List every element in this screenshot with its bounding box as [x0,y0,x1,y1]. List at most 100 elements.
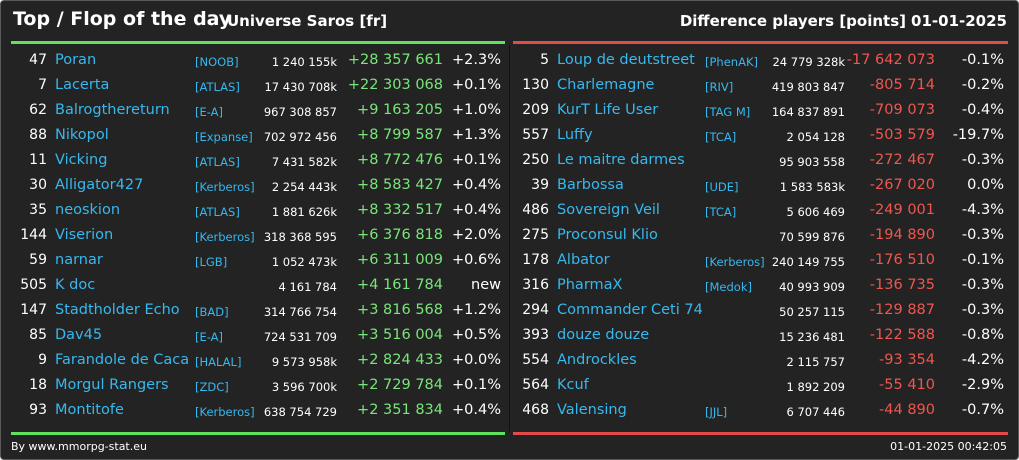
player-rank: 7 [38,77,47,93]
percent-change: +0.1% [452,77,501,93]
player-name-link[interactable]: Sovereign Veil [557,202,660,218]
points-difference: -267 020 [869,177,935,193]
alliance-tag-link[interactable]: [UDE] [705,180,739,194]
points-difference: +8 772 476 [357,152,443,168]
player-rank: 47 [29,52,47,68]
percent-change: -0.2% [961,77,1004,93]
points-difference: +8 583 427 [357,177,443,193]
player-name-link[interactable]: Loup de deutstreet [557,52,695,68]
player-name-link[interactable]: Viserion [55,227,114,243]
player-name-link[interactable]: Androckles [557,352,637,368]
player-name-link[interactable]: Vicking [55,152,108,168]
percent-change: -0.3% [961,302,1004,318]
player-name-link[interactable]: KurT Life User [557,102,659,118]
metric-label: Difference players [points] [679,12,906,30]
header: Top / Flop of the day Universe Saros [fr… [1,1,1018,41]
player-name-link[interactable]: Poran [55,52,97,68]
player-name-link[interactable]: Nikopol [55,127,109,143]
points-difference: +22 303 068 [347,77,443,93]
alliance-tag-link[interactable]: [Kerberos] [195,405,255,419]
alliance-tag-link[interactable]: [Kerberos] [195,230,255,244]
player-name-link[interactable]: Lacerta [55,77,110,93]
player-name-link[interactable]: Dav45 [55,327,103,343]
percent-change: 0.0% [967,177,1004,193]
alliance-tag-link[interactable]: [TAG M] [705,105,751,119]
alliance-tag-link[interactable]: [Kerberos] [705,255,765,269]
player-points: 638 754 729 [263,405,337,419]
player-rank: 294 [522,302,549,318]
player-name-link[interactable]: Proconsul Klio [557,227,658,243]
top-row: 93 Montitofe [Kerberos] 638 754 729 +2 351 8… [11,398,505,423]
alliance-tag-link[interactable]: [NOOB] [195,55,239,69]
alliance-tag-link[interactable]: [LGB] [195,255,228,269]
player-points: 2 254 443k [271,180,337,194]
player-name-link[interactable]: Montitofe [55,402,124,418]
alliance-tag-link[interactable]: [JJL] [705,405,728,419]
player-name-link[interactable]: Luffy [557,127,593,143]
alliance-tag-link[interactable]: [HALAL] [195,355,242,369]
alliance-tag-link[interactable]: [E-A] [195,105,224,119]
alliance-tag-link[interactable]: [TCA] [705,205,737,219]
flop-row: 486 Sovereign Veil [TCA] 5 606 469 -249 001 -… [513,198,1008,223]
player-points: 4 161 784 [278,280,337,294]
alliance-tag-link[interactable]: [E-A] [195,330,224,344]
flop-row: 130 Charlemagne [RIV] 419 803 847 -805 714 -0… [513,73,1008,98]
column-separator [509,45,510,431]
player-name-link[interactable]: Farandole de Caca [55,352,190,368]
player-name-link[interactable]: Commander Ceti 74 [557,302,703,318]
alliance-tag-link[interactable]: [ZDC] [195,380,229,394]
date-label: 01-01-2025 [911,12,1007,30]
percent-change: new [471,277,501,293]
player-points: 1 583 583k [779,180,845,194]
player-name-link[interactable]: Stadtholder Echo [55,302,180,318]
top-table: 47 Poran [NOOB] 1 240 155k +28 357 661 +2.3% 7… [11,48,505,423]
player-points: 2 054 128 [786,130,845,144]
source-link[interactable]: By www.mmorpg-stat.eu [11,440,147,453]
points-difference: +2 729 784 [357,377,443,393]
top-row: 11 Vicking [ATLAS] 7 431 582k +8 772 476 +0.1… [11,148,505,173]
alliance-tag-link[interactable]: [Expanse] [195,130,253,144]
player-name-link[interactable]: douze douze [557,327,650,343]
alliance-tag-link[interactable]: [TCA] [705,130,737,144]
player-points: 5 606 469 [786,205,845,219]
points-difference: -194 890 [869,227,935,243]
alliance-tag-link[interactable]: [RIV] [705,80,734,94]
player-rank: 9 [38,352,47,368]
player-name-link[interactable]: Balrogthereturn [55,102,170,118]
player-name-link[interactable]: Valensing [557,402,627,418]
player-name-link[interactable]: Morgul Rangers [55,377,169,393]
alliance-tag-link[interactable]: [Kerberos] [195,180,255,194]
player-points: 318 368 595 [263,230,337,244]
alliance-tag-link[interactable]: [PhenAK] [705,55,758,69]
alliance-tag-link[interactable]: [ATLAS] [195,155,240,169]
percent-change: -0.1% [961,52,1004,68]
player-name-link[interactable]: narnar [55,252,103,268]
player-points: 9 573 958k [271,355,337,369]
player-points: 240 149 755 [771,255,845,269]
player-name-link[interactable]: Alligator427 [55,177,144,193]
alliance-tag-link[interactable]: [ATLAS] [195,80,240,94]
points-difference: -503 579 [869,127,935,143]
player-rank: 147 [20,302,47,318]
flop-row: 250 Le maitre darmes 95 903 558 -272 467 -0.… [513,148,1008,173]
player-name-link[interactable]: neoskion [55,202,121,218]
percent-change: -4.2% [961,352,1004,368]
player-name-link[interactable]: Albator [557,252,610,268]
percent-change: -0.8% [961,327,1004,343]
player-name-link[interactable]: Barbossa [557,177,624,193]
player-name-link[interactable]: Charlemagne [557,77,655,93]
player-name-link[interactable]: Kcuf [557,377,589,393]
alliance-tag-link[interactable]: [Medok] [705,280,752,294]
points-difference: -709 073 [869,102,935,118]
alliance-tag-link[interactable]: [ATLAS] [195,205,240,219]
player-name-link[interactable]: K doc [55,277,96,293]
alliance-tag-link[interactable]: [BAD] [195,305,229,319]
top-row: 9 Farandole de Caca [HALAL] 9 573 958k +2 82… [11,348,505,373]
player-name-link[interactable]: PharmaX [557,277,623,293]
flop-row: 39 Barbossa [UDE] 1 583 583k -267 020 0.0% [513,173,1008,198]
flop-row: 393 douze douze 15 236 481 -122 588 -0.8% [513,323,1008,348]
points-difference: +8 799 587 [357,127,443,143]
player-rank: 209 [522,102,549,118]
player-name-link[interactable]: Le maitre darmes [557,152,685,168]
points-difference: +6 311 009 [357,252,443,268]
